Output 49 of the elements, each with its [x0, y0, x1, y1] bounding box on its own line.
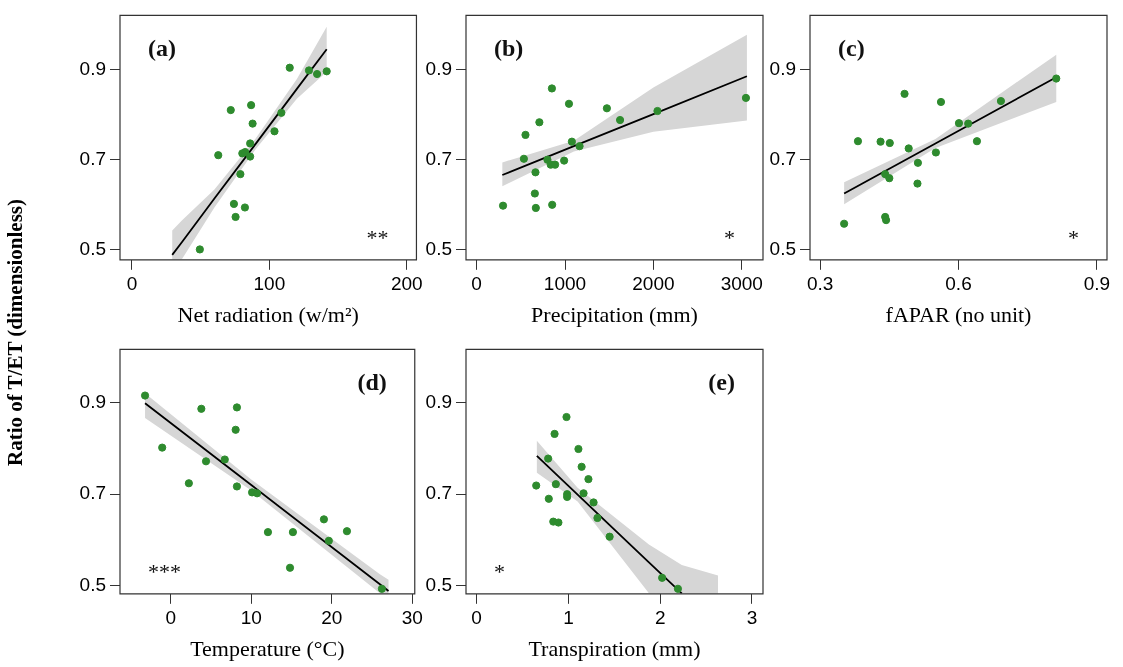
y-tick-label: 0.7 — [425, 147, 452, 169]
y-tick-label: 0.9 — [79, 391, 106, 413]
x-tick-label: 1000 — [543, 273, 587, 295]
annotation: *** — [148, 558, 181, 584]
x-tick-label: 20 — [321, 607, 343, 629]
y-tick-label: 0.5 — [425, 573, 452, 595]
annotation: (a) — [148, 34, 176, 61]
y-tick-label: 0.5 — [79, 573, 106, 595]
x-tick-label: 0.9 — [1083, 273, 1111, 295]
annotation: (e) — [708, 368, 735, 395]
x-tick-label: 10 — [240, 607, 262, 629]
x-axis-title: Temperature (°C) — [190, 635, 345, 661]
annotation: (d) — [357, 368, 387, 395]
x-axis-title: fAPAR (no unit) — [885, 301, 1032, 327]
y-tick-label: 0.7 — [79, 482, 106, 504]
x-tick-label: 3 — [746, 607, 758, 629]
x-tick-label: 0 — [471, 607, 482, 629]
x-tick-label: 3000 — [720, 273, 763, 295]
y-tick-label: 0.7 — [425, 482, 452, 504]
x-tick-label: 100 — [253, 273, 286, 295]
y-tick-label: 0.9 — [425, 391, 452, 413]
x-tick-label: 2 — [654, 607, 666, 629]
annotation: (b) — [494, 34, 524, 61]
x-axis-title: Transpiration (mm) — [528, 635, 701, 661]
x-tick-label: 0 — [165, 607, 177, 629]
x-tick-label: 1 — [563, 607, 574, 629]
x-tick-label: 0 — [126, 273, 138, 295]
annotation: (c) — [838, 34, 865, 61]
y-tick-label: 0.7 — [79, 147, 106, 169]
x-axis-title: Net radiation (w/m²) — [177, 301, 359, 327]
annotation: * — [494, 558, 505, 584]
x-tick-label: 200 — [390, 273, 423, 295]
x-tick-label: 0 — [471, 273, 482, 295]
x-tick-label: 2000 — [632, 273, 675, 295]
annotation: ** — [366, 224, 389, 250]
annotation: * — [724, 224, 735, 250]
y-tick-label: 0.9 — [79, 57, 106, 79]
x-tick-label: 0.3 — [806, 273, 834, 295]
y-tick-label: 0.5 — [79, 238, 106, 260]
annotation: * — [1068, 224, 1079, 250]
x-axis-title: Precipitation (mm) — [531, 301, 698, 327]
y-axis-title: Ratio of T/ET (dimensionless) — [2, 198, 28, 468]
y-tick-label: 0.5 — [769, 238, 796, 260]
x-tick-label: 30 — [401, 607, 423, 629]
y-tick-label: 0.5 — [425, 238, 452, 260]
y-tick-label: 0.7 — [769, 147, 796, 169]
x-tick-label: 0.6 — [945, 273, 972, 295]
y-tick-label: 0.9 — [425, 57, 452, 79]
y-tick-label: 0.9 — [769, 57, 796, 79]
